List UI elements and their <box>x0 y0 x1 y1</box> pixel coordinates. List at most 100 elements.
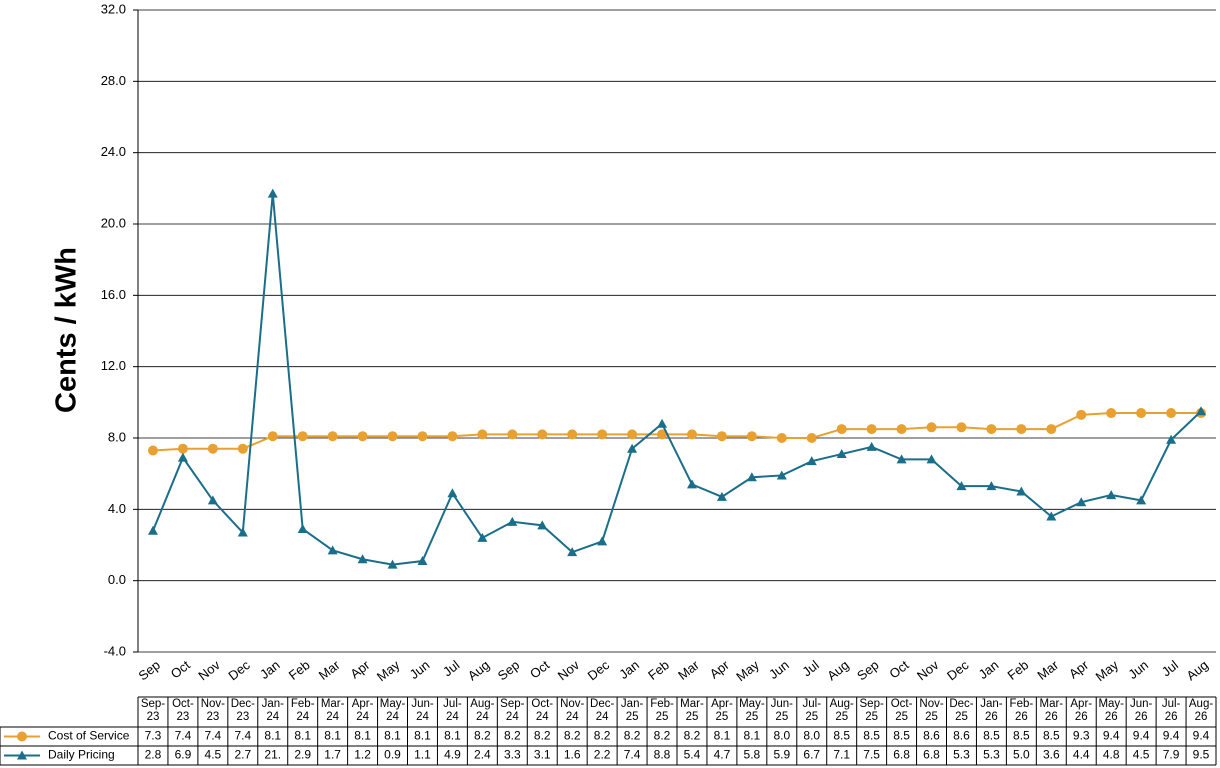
point-marker <box>507 516 518 526</box>
table-value: 7.1 <box>833 748 850 762</box>
x-tick-label: May <box>374 657 403 684</box>
x-tick-label: Sep <box>495 657 522 683</box>
table-value: 6.7 <box>803 748 820 762</box>
x-tick-label: Aug <box>1184 657 1211 683</box>
x-tick-label: May <box>1093 657 1122 684</box>
table-header: Jan-26 <box>980 698 1003 723</box>
point-marker <box>567 429 578 440</box>
table-value: 4.9 <box>444 748 461 762</box>
point-marker <box>207 495 218 505</box>
legend-label: Cost of Service <box>48 729 130 743</box>
table-value: 3.6 <box>1043 748 1060 762</box>
table-header: Nov-23 <box>200 698 226 723</box>
point-marker <box>926 422 937 433</box>
point-marker <box>776 470 787 480</box>
table-value: 0.9 <box>384 748 401 762</box>
y-tick-label: 0.0 <box>108 572 126 587</box>
series-line <box>152 412 1202 452</box>
x-tick-label: Mar <box>316 657 343 683</box>
x-tick-label: Dec <box>585 657 613 683</box>
x-tick-label: Jul <box>440 657 462 679</box>
x-tick-label: Jan <box>976 657 1002 682</box>
point-marker <box>147 525 158 535</box>
table-header: Aug-24 <box>470 698 495 723</box>
x-tick-label: Jun <box>766 657 792 682</box>
point-marker <box>387 559 398 569</box>
table-header: Dec-25 <box>949 698 974 723</box>
point-marker <box>507 429 518 440</box>
x-tick-label: Sep <box>854 657 881 683</box>
table-value: 8.1 <box>384 729 401 743</box>
table-value: 7.9 <box>1163 748 1180 762</box>
point-marker <box>986 424 997 435</box>
y-tick-label: 16.0 <box>101 287 126 302</box>
table-value: 4.7 <box>714 748 731 762</box>
table-value: 8.1 <box>264 729 281 743</box>
table-value: 6.9 <box>175 748 192 762</box>
table-value: 6.8 <box>923 748 940 762</box>
point-marker <box>237 527 248 537</box>
point-marker <box>597 429 608 440</box>
point-marker <box>1016 486 1027 496</box>
point-marker <box>896 424 907 435</box>
x-tick-label: Feb <box>1004 657 1031 683</box>
y-axis-title: Cents / kWh <box>51 247 83 413</box>
point-marker <box>357 554 368 564</box>
point-marker <box>537 520 548 530</box>
table-header: Apr-26 <box>1070 698 1093 723</box>
point-marker <box>357 431 368 442</box>
point-marker <box>776 433 787 443</box>
point-marker <box>477 429 488 440</box>
table-header: Jul-26 <box>1161 698 1181 723</box>
table-value: 7.3 <box>145 729 162 743</box>
point-marker <box>1076 409 1087 420</box>
point-marker <box>1076 497 1087 507</box>
point-marker <box>327 545 338 555</box>
x-tick-label: Oct <box>527 657 552 682</box>
x-tick-label: Jun <box>1125 657 1151 682</box>
table-header: Oct-25 <box>890 698 913 723</box>
table-value: 9.4 <box>1103 729 1120 743</box>
point-marker <box>477 532 488 542</box>
point-marker <box>597 536 608 546</box>
table-header: Dec-23 <box>230 698 255 723</box>
point-marker <box>537 429 548 440</box>
x-tick-label: Jan <box>257 657 283 682</box>
table-value: 1.7 <box>324 748 341 762</box>
table-value: 5.4 <box>684 748 701 762</box>
table-header: Jul-24 <box>443 698 462 723</box>
table-value: 1.1 <box>414 748 431 762</box>
table-header: Aug-26 <box>1188 698 1214 723</box>
table-header: Sep-24 <box>500 698 525 723</box>
table-header: Feb-26 <box>1009 698 1034 723</box>
table-header: Nov-25 <box>919 698 944 723</box>
point-marker <box>627 429 638 440</box>
table-value: 9.3 <box>1073 729 1090 743</box>
series-line <box>152 193 1202 566</box>
table-value: 8.1 <box>414 729 431 743</box>
table-value: 1.6 <box>564 748 581 762</box>
table-value: 2.7 <box>234 748 251 762</box>
table-header: Feb-24 <box>290 698 315 723</box>
point-marker <box>447 488 458 498</box>
table-header: May-26 <box>1098 698 1124 723</box>
x-tick-label: Jul <box>1159 657 1181 679</box>
table-value: 21. <box>264 748 281 762</box>
x-tick-label: Jul <box>799 657 821 679</box>
table-header: Apr-24 <box>351 698 374 723</box>
table-value: 5.3 <box>953 748 970 762</box>
table-value: 8.1 <box>744 729 761 743</box>
table-value: 2.8 <box>145 748 162 762</box>
point-marker <box>207 443 218 454</box>
legend-label: Daily Pricing <box>48 748 115 762</box>
x-tick-label: Oct <box>168 657 193 682</box>
table-value: 8.2 <box>624 729 641 743</box>
x-tick-label: Dec <box>944 657 972 683</box>
table-value: 9.4 <box>1163 729 1180 743</box>
point-marker <box>926 454 937 464</box>
point-marker <box>267 188 278 198</box>
table-value: 7.4 <box>205 729 222 743</box>
table-header: Sep-25 <box>859 698 884 723</box>
